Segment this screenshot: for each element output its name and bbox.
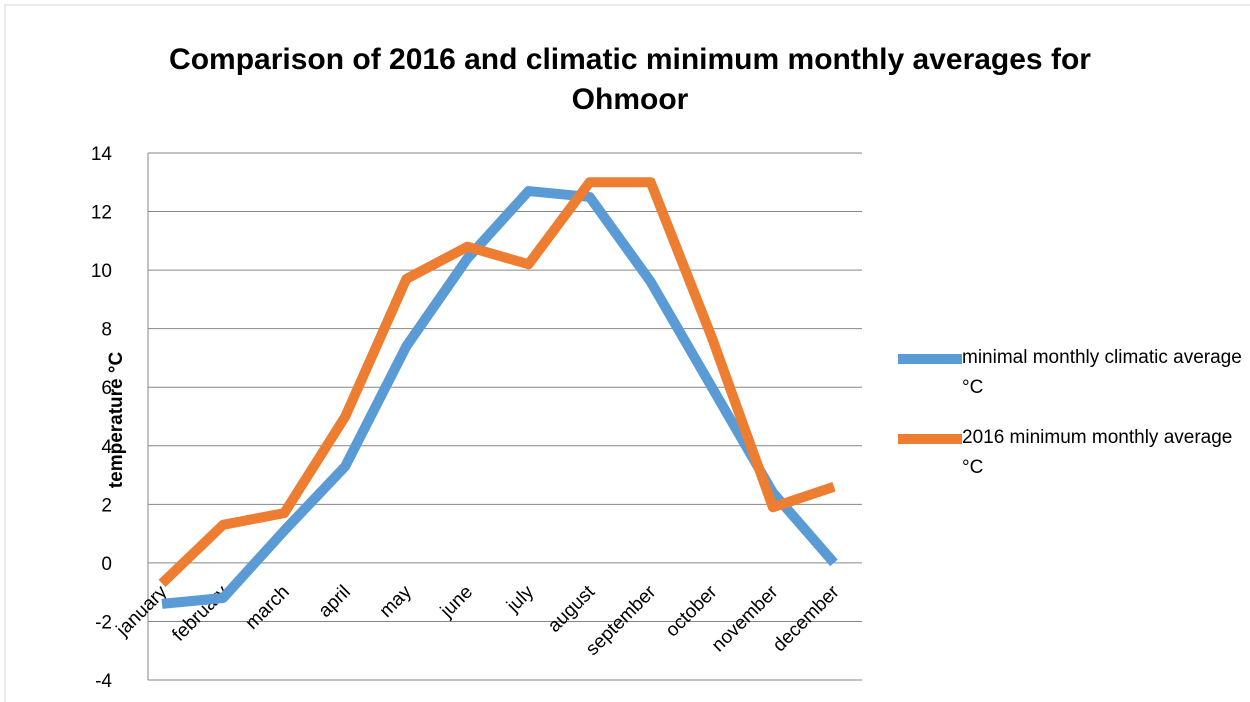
chart-title: Comparison of 2016 and climatic minimum … <box>169 43 1091 116</box>
x-tick-label: june <box>436 582 477 623</box>
data-line <box>158 177 836 587</box>
chart-border <box>4 4 1250 702</box>
y-tick-label: 8 <box>101 320 112 341</box>
legend-label: minimal monthly climatic average °C <box>962 347 1242 398</box>
y-tick-label: 10 <box>91 261 112 282</box>
x-tick-label: january <box>112 581 172 641</box>
x-tick-label: july <box>502 581 538 617</box>
y-tick-label: 12 <box>91 203 112 224</box>
y-axis-label: temperature °C <box>106 352 127 489</box>
y-tick-label: 14 <box>91 144 113 165</box>
y-tick-label: 0 <box>101 554 112 575</box>
data-line <box>161 186 838 609</box>
y-tick-label: 2 <box>101 495 112 516</box>
x-tick-label: may <box>376 581 417 622</box>
legend-label: 2016 minimum monthly average °C <box>962 427 1233 478</box>
y-tick-label: -4 <box>95 671 112 692</box>
x-tick-label: march <box>242 582 294 634</box>
x-tick-label: april <box>315 582 355 622</box>
x-tick-label: october <box>662 581 722 641</box>
y-tick-label: -2 <box>95 612 112 633</box>
x-tick-label: august <box>544 581 600 637</box>
y-tick-label: 6 <box>101 378 112 399</box>
x-tick-label: december <box>769 581 844 656</box>
y-tick-label: 4 <box>101 437 112 458</box>
